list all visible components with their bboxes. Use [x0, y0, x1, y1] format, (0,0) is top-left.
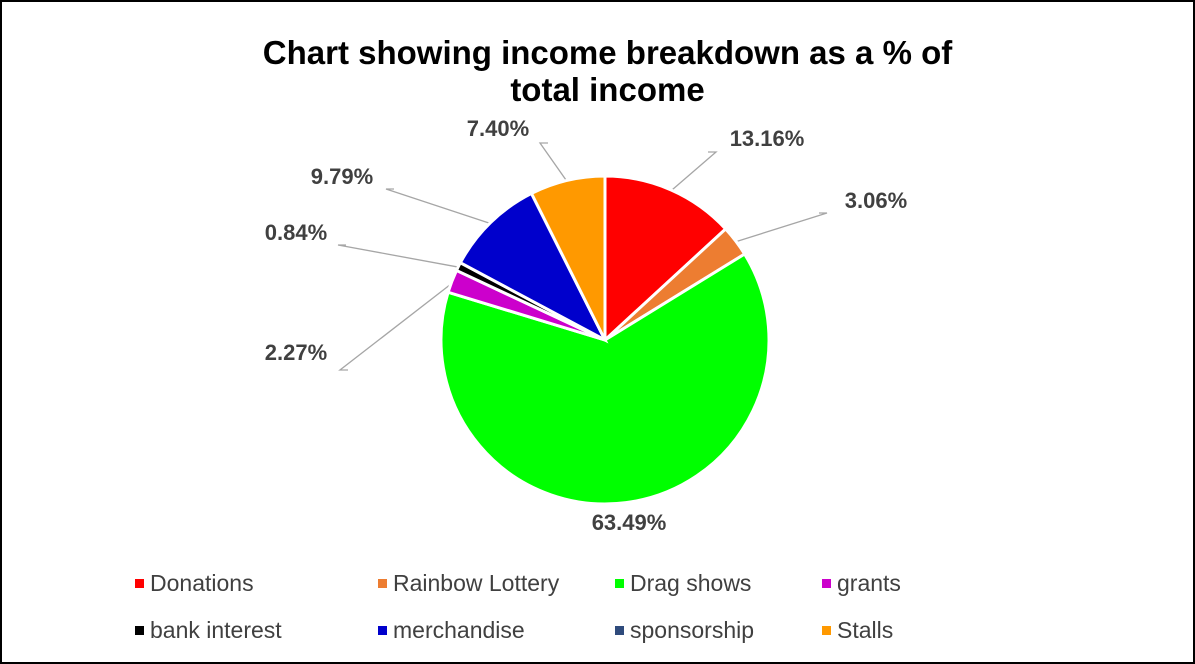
legend-item-drag-shows: Drag shows: [615, 570, 751, 597]
pie-slice-stalls: [529, 174, 607, 341]
legend-label-grants: grants: [837, 570, 901, 596]
leader-line-merchandise: [385, 188, 493, 225]
data-label-bank-interest: 0.84%: [265, 220, 327, 245]
legend-label-rainbow-lottery: Rainbow Lottery: [393, 570, 560, 596]
leader-line-grants: [338, 281, 455, 371]
legend-label-donations: Donations: [150, 570, 254, 596]
legend-label-bank-interest: bank interest: [150, 617, 282, 643]
chart-title: Chart showing income breakdown as a % of…: [0, 34, 1195, 108]
legend-label-sponsorship: sponsorship: [630, 617, 755, 643]
legend-swatch-rainbow-lottery: [378, 579, 387, 588]
data-label-rainbow-lottery: 3.06%: [845, 188, 907, 213]
legend-swatch-donations: [135, 579, 144, 588]
data-label-stalls: 7.40%: [467, 116, 529, 141]
legend-label-merchandise: merchandise: [393, 617, 525, 643]
leader-line-rainbow-lottery: [733, 212, 828, 243]
legend-item-stalls: Stalls: [822, 617, 893, 644]
legend-swatch-stalls: [822, 626, 831, 635]
leader-line-stalls: [538, 142, 569, 183]
leader-line-donations: [669, 151, 718, 193]
legend-swatch-bank-interest: [135, 626, 144, 635]
pie-slice-merchandise: [458, 191, 609, 344]
data-labels: 13.16% 3.06% 63.49% 2.27% 0.84% 9.79% 7.40%: [265, 116, 907, 535]
legend-item-sponsorship: sponsorship: [615, 617, 754, 644]
legend-item-rainbow-lottery: Rainbow Lottery: [378, 570, 559, 597]
legend-item-donations: Donations: [135, 570, 254, 597]
data-label-donations: 13.16%: [730, 126, 805, 151]
legend-swatch-sponsorship: [615, 626, 624, 635]
leader-line-bank-interest: [337, 244, 461, 269]
legend-swatch-grants: [822, 579, 831, 588]
legend-swatch-drag-shows: [615, 579, 624, 588]
leader-lines: [337, 142, 828, 371]
data-label-grants: 2.27%: [265, 340, 327, 365]
legend-label-drag-shows: Drag shows: [630, 570, 752, 596]
chart-title-text: Chart showing income breakdown as a % of…: [262, 34, 953, 108]
data-label-drag-shows: 63.49%: [592, 510, 667, 535]
legend-item-merchandise: merchandise: [378, 617, 525, 644]
data-label-merchandise: 9.79%: [311, 164, 373, 189]
legend-item-bank-interest: bank interest: [135, 617, 282, 644]
legend-swatch-merchandise: [378, 626, 387, 635]
pie-slice-donations: [603, 174, 728, 344]
pie-slices: [439, 174, 771, 506]
legend-label-stalls: Stalls: [837, 617, 894, 643]
legend-item-grants: grants: [822, 570, 901, 597]
